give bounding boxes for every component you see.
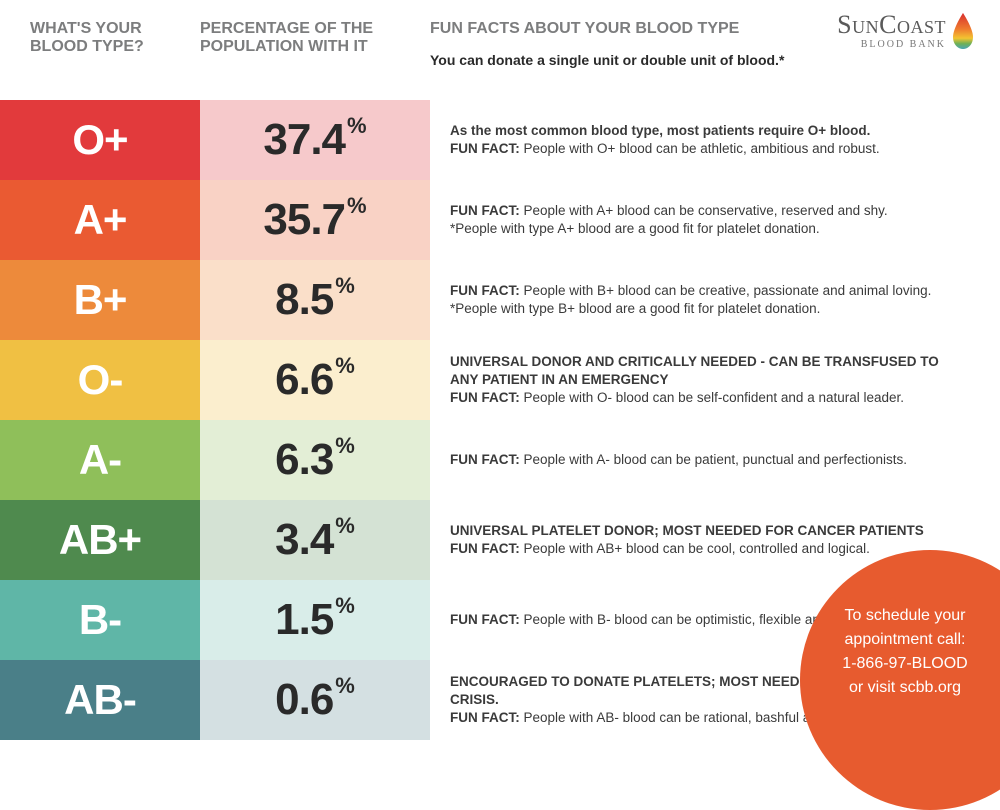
percent-sign: %	[335, 513, 355, 539]
table-row: A+35.7%FUN FACT: People with A+ blood ca…	[0, 180, 1000, 260]
fun-fact-label: FUN FACT:	[450, 141, 520, 156]
fun-fact-label: FUN FACT:	[450, 390, 520, 405]
cta-url: or visit scbb.org	[849, 676, 961, 700]
percentage-cell: 37.4%	[200, 100, 430, 180]
blood-drop-icon	[950, 12, 976, 55]
header: WHAT'S YOUR BLOOD TYPE? PERCENTAGE OF TH…	[0, 0, 1000, 100]
header-col-percentage: PERCENTAGE OF THE POPULATION WITH IT	[200, 20, 430, 57]
percentage-value: 6.6	[275, 358, 333, 402]
note-text: *People with type A+ blood are a good fi…	[450, 220, 970, 238]
fun-fact-label: FUN FACT:	[450, 710, 520, 725]
logo-subtext: BLOOD BANK	[837, 40, 946, 50]
fun-fact-text: People with A- blood can be patient, pun…	[524, 452, 908, 467]
fun-fact-line: FUN FACT: People with B+ blood can be cr…	[450, 282, 970, 300]
percentage-value: 37.4	[263, 118, 345, 162]
header-col-bloodtype: WHAT'S YOUR BLOOD TYPE?	[30, 20, 200, 57]
fun-fact-label: FUN FACT:	[450, 203, 520, 218]
percentage-cell: 3.4%	[200, 500, 430, 580]
percent-sign: %	[347, 113, 367, 139]
fun-fact-label: FUN FACT:	[450, 612, 520, 627]
logo-text-coast: Coast	[879, 10, 946, 39]
fun-fact-line: FUN FACT: People with O- blood can be se…	[450, 389, 970, 407]
fun-fact-label: FUN FACT:	[450, 541, 520, 556]
brand-logo: SunCoast BLOOD BANK	[837, 12, 976, 55]
table-row: AB+3.4%UNIVERSAL PLATELET DONOR; MOST NE…	[0, 500, 1000, 580]
table-row: A-6.3%FUN FACT: People with A- blood can…	[0, 420, 1000, 500]
percentage-cell: 0.6%	[200, 660, 430, 740]
cta-phone: 1-866-97-BLOOD	[842, 652, 967, 676]
logo-text-sun: Sun	[837, 10, 879, 39]
percent-sign: %	[335, 593, 355, 619]
blood-type-label: A+	[0, 180, 200, 260]
percent-sign: %	[335, 353, 355, 379]
percent-sign: %	[335, 273, 355, 299]
percentage-cell: 6.6%	[200, 340, 430, 420]
percentage-value: 0.6	[275, 678, 333, 722]
note-text: *People with type B+ blood are a good fi…	[450, 300, 970, 318]
percent-sign: %	[347, 193, 367, 219]
fun-fact-line: FUN FACT: People with A+ blood can be co…	[450, 202, 970, 220]
fun-fact-label: FUN FACT:	[450, 452, 520, 467]
lead-text: UNIVERSAL DONOR AND CRITICALLY NEEDED - …	[450, 353, 970, 389]
blood-type-label: B+	[0, 260, 200, 340]
fun-fact-text: People with B+ blood can be creative, pa…	[524, 283, 932, 298]
fun-fact-text: People with A+ blood can be conservative…	[524, 203, 888, 218]
lead-text: As the most common blood type, most pati…	[450, 122, 970, 140]
fun-fact-text: People with AB+ blood can be cool, contr…	[524, 541, 870, 556]
cta-line1: To schedule your	[845, 604, 966, 628]
fun-fact-text: People with O- blood can be self-confide…	[524, 390, 905, 405]
percentage-cell: 35.7%	[200, 180, 430, 260]
percentage-value: 1.5	[275, 598, 333, 642]
percentage-value: 6.3	[275, 438, 333, 482]
blood-type-label: A-	[0, 420, 200, 500]
fun-fact-text: People with O+ blood can be athletic, am…	[524, 141, 880, 156]
fun-fact-label: FUN FACT:	[450, 283, 520, 298]
fun-fact-cell: As the most common blood type, most pati…	[430, 100, 1000, 180]
fun-fact-line: FUN FACT: People with O+ blood can be at…	[450, 140, 970, 158]
blood-type-label: AB+	[0, 500, 200, 580]
blood-type-label: O+	[0, 100, 200, 180]
percentage-value: 35.7	[263, 198, 345, 242]
table-row: B+8.5%FUN FACT: People with B+ blood can…	[0, 260, 1000, 340]
fun-fact-cell: FUN FACT: People with A- blood can be pa…	[430, 420, 1000, 500]
percent-sign: %	[335, 673, 355, 699]
percentage-cell: 6.3%	[200, 420, 430, 500]
fun-fact-cell: FUN FACT: People with A+ blood can be co…	[430, 180, 1000, 260]
percent-sign: %	[335, 433, 355, 459]
percentage-value: 3.4	[275, 518, 333, 562]
percentage-cell: 8.5%	[200, 260, 430, 340]
fun-fact-cell: UNIVERSAL DONOR AND CRITICALLY NEEDED - …	[430, 340, 1000, 420]
fun-fact-cell: FUN FACT: People with B+ blood can be cr…	[430, 260, 1000, 340]
table-row: O-6.6%UNIVERSAL DONOR AND CRITICALLY NEE…	[0, 340, 1000, 420]
blood-type-label: AB-	[0, 660, 200, 740]
percentage-cell: 1.5%	[200, 580, 430, 660]
blood-type-label: B-	[0, 580, 200, 660]
table-row: O+37.4%As the most common blood type, mo…	[0, 100, 1000, 180]
fun-fact-line: FUN FACT: People with A- blood can be pa…	[450, 451, 970, 469]
percentage-value: 8.5	[275, 278, 333, 322]
cta-line2: appointment call:	[845, 628, 966, 652]
lead-text: UNIVERSAL PLATELET DONOR; MOST NEEDED FO…	[450, 522, 970, 540]
blood-type-label: O-	[0, 340, 200, 420]
